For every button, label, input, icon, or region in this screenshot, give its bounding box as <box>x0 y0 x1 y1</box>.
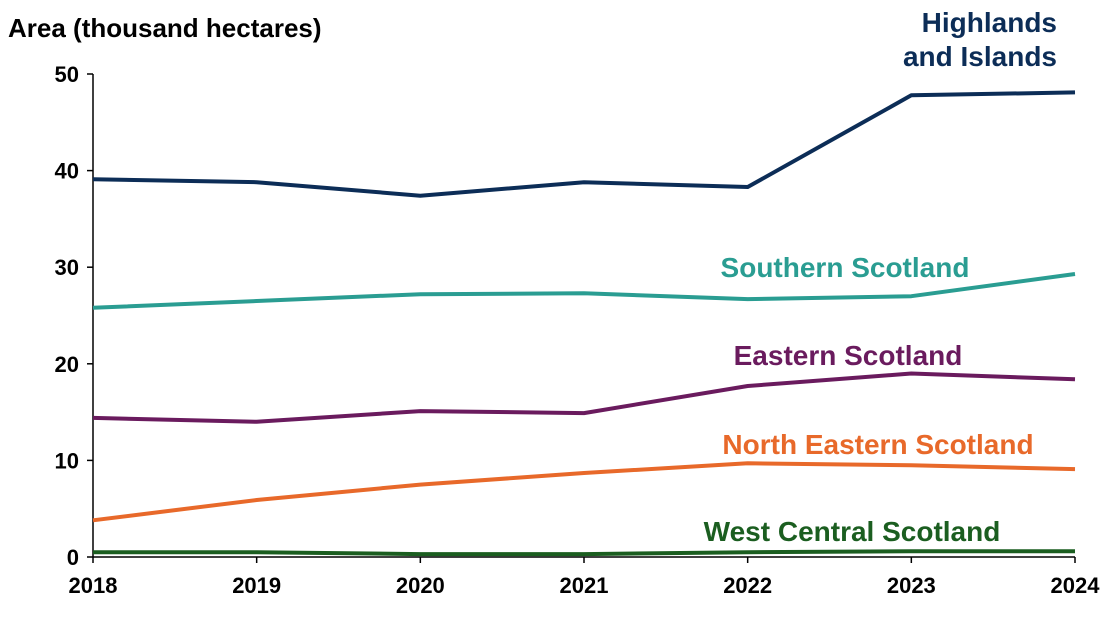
series-line-highlands-and-islands <box>92 90 1076 198</box>
series-label-eastern-scotland: Eastern Scotland <box>734 340 963 371</box>
series-line-west-central-scotland <box>93 549 1075 557</box>
series-line-north-eastern-scotland <box>92 461 1076 523</box>
y-tick-label: 40 <box>55 159 79 184</box>
x-tick-label: 2020 <box>396 573 445 598</box>
series-line-eastern-scotland <box>92 371 1076 424</box>
series-label-highlands-and-islands: Highlands and Islands <box>903 7 1057 72</box>
x-tick-label: 2019 <box>232 573 281 598</box>
x-tick-label: 2022 <box>723 573 772 598</box>
x-tick-label: 2024 <box>1051 573 1101 598</box>
x-tick-label: 2023 <box>887 573 936 598</box>
series-label-west-central-scotland: West Central Scotland <box>704 516 1001 547</box>
x-tick-label: 2018 <box>69 573 118 598</box>
y-tick-label: 20 <box>55 352 79 377</box>
y-tick-label: 10 <box>55 448 79 473</box>
y-tick-label: 30 <box>55 255 79 280</box>
series-label-southern-scotland: Southern Scotland <box>721 252 970 283</box>
y-axis-label: Area (thousand hectares) <box>8 13 322 43</box>
y-tick-label: 0 <box>67 545 79 570</box>
series-label-north-eastern-scotland: North Eastern Scotland <box>722 429 1033 460</box>
y-tick-label: 50 <box>55 62 79 87</box>
x-tick-label: 2021 <box>560 573 609 598</box>
